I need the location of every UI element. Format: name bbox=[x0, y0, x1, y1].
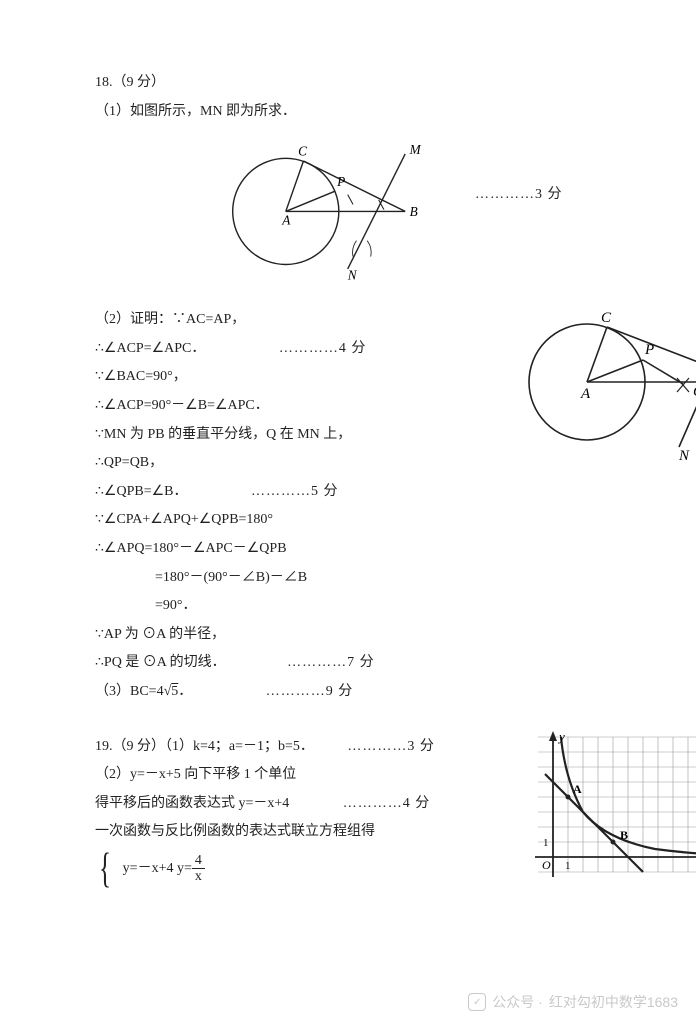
watermark: ✓ 公众号 · 红对勾初中数学1683 bbox=[468, 992, 678, 1012]
proof-l11: ∵AP 为 ⊙A 的半径， bbox=[95, 622, 626, 649]
sys-top: y=－x+4 bbox=[123, 861, 174, 876]
proof-l7: ∵∠CPA+∠APQ+∠QPB=180° bbox=[95, 507, 626, 534]
score-9pt: …………9 分 bbox=[266, 679, 354, 706]
q19-score-4pt: …………4 分 bbox=[343, 791, 431, 818]
proof-l9: =180°－(90°－∠B)－∠B bbox=[95, 565, 626, 592]
svg-text:B: B bbox=[620, 828, 628, 842]
proof-l6: ∴∠QPB=∠B． bbox=[95, 484, 187, 499]
figure-2-circle-tangent: A B C P Q M N bbox=[515, 297, 696, 467]
figure-1-circle-construction: A B C P M N bbox=[215, 127, 445, 287]
watermark-prefix: 公众号 · bbox=[492, 992, 543, 1012]
score-4pt: …………4 分 bbox=[279, 336, 367, 363]
svg-text:P: P bbox=[644, 342, 654, 358]
svg-text:A: A bbox=[281, 213, 291, 228]
proof-l8: ∴∠APQ=180°－∠APC－∠QPB bbox=[95, 536, 626, 563]
q19-l3: 得平移后的函数表达式 y=－x+4 bbox=[95, 796, 289, 811]
svg-text:P: P bbox=[336, 174, 345, 189]
svg-text:B: B bbox=[410, 204, 418, 219]
sys-bot-den: x bbox=[192, 869, 205, 884]
svg-text:N: N bbox=[347, 268, 358, 283]
q18-header: 18.（9 分） bbox=[95, 70, 626, 97]
svg-text:A: A bbox=[580, 386, 591, 402]
svg-text:A: A bbox=[573, 782, 582, 796]
sys-bot-pre: y= bbox=[177, 861, 192, 876]
figure-3-function-graph: A B O 1 1 x y bbox=[525, 729, 696, 889]
proof-l1: ∴∠ACP=∠APC． bbox=[95, 341, 205, 356]
proof-l12: ∴PQ 是 ⊙A 的切线． bbox=[95, 655, 226, 670]
svg-text:y: y bbox=[557, 729, 565, 744]
score-5pt: …………5 分 bbox=[251, 479, 339, 506]
proof-l10: =90°． bbox=[95, 593, 626, 620]
score-3pt-fig1: …………3 分 bbox=[475, 182, 563, 209]
q18-part3-suf: ． bbox=[178, 684, 192, 699]
score-7pt: …………7 分 bbox=[287, 650, 375, 677]
wechat-icon: ✓ bbox=[468, 993, 486, 1011]
svg-text:C: C bbox=[298, 144, 307, 159]
svg-text:O: O bbox=[542, 858, 551, 872]
q19-header: 19.（9 分）（1）k=4；a=－1；b=5． bbox=[95, 739, 314, 754]
svg-text:M: M bbox=[409, 142, 422, 157]
q18-part1: （1）如图所示，MN 即为所求． bbox=[95, 99, 626, 126]
svg-text:N: N bbox=[678, 448, 690, 464]
svg-text:1: 1 bbox=[543, 837, 549, 849]
svg-text:C: C bbox=[601, 310, 612, 326]
q18-part3-pre: （3）BC=4 bbox=[95, 684, 164, 699]
svg-text:1: 1 bbox=[565, 860, 571, 872]
q19-score-3pt: …………3 分 bbox=[347, 734, 435, 761]
sys-bot-num: 4 bbox=[192, 853, 205, 869]
watermark-name: 红对勾初中数学1683 bbox=[549, 992, 678, 1012]
